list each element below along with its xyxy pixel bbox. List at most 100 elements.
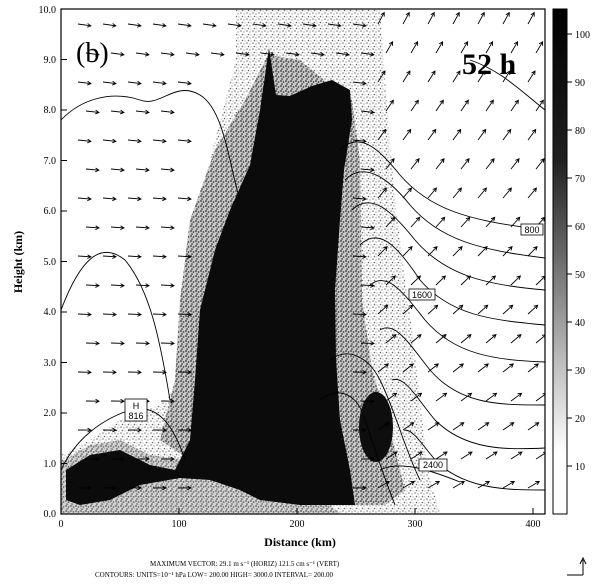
wind-vector-arrow [102, 80, 117, 86]
wind-vector-arrow [335, 51, 350, 57]
wind-vector-arrow [160, 51, 175, 57]
wind-vector-arrow [435, 451, 448, 460]
wind-vector-arrow [360, 109, 375, 115]
wind-vector-arrow [485, 158, 495, 170]
wind-vector-arrow [135, 167, 150, 173]
wind-vector-arrow [377, 70, 386, 83]
wind-vector-arrow [360, 283, 375, 288]
high-marker-value: 816 [128, 411, 143, 421]
wind-vector-arrow [377, 187, 387, 199]
colorbar: 10 20 30 40 50 60 70 80 90 100 [552, 8, 590, 515]
wind-vector-arrow [427, 187, 437, 199]
wind-vector-arrow [510, 158, 520, 170]
wind-vector-arrow [460, 451, 473, 460]
wind-vector-arrow [377, 128, 387, 141]
wind-vector-arrow [152, 196, 167, 202]
wind-vector-arrow [160, 398, 175, 404]
wind-vector-arrow [185, 51, 200, 57]
wind-vector-arrow [85, 398, 100, 404]
contour-label-text: 800 [524, 225, 539, 235]
wind-vector-arrow [77, 80, 92, 86]
wind-vector-arrow [110, 456, 125, 462]
wind-vector-arrow [177, 196, 192, 202]
y-tick-label: 4.0 [44, 307, 57, 318]
wind-vector-arrow [410, 451, 423, 460]
colorbar-tick-label: 80 [575, 126, 585, 137]
wind-vector-arrow [402, 187, 412, 199]
wind-vector-arrow [85, 167, 100, 173]
contour-label-1600: 1600 [408, 288, 436, 301]
wind-vector-arrow [377, 11, 385, 25]
wind-vector-arrow [152, 254, 167, 259]
wind-vector-arrow [502, 187, 512, 199]
wind-vector-arrow [127, 254, 142, 259]
wind-vector-arrow [402, 363, 414, 373]
wind-vector-arrow [410, 334, 422, 344]
wind-vector-arrow [177, 369, 192, 375]
wind-vector-arrow [435, 392, 448, 402]
wind-vectors [77, 11, 545, 491]
wind-vector-arrow [460, 392, 473, 402]
contour-label-2400: 2400 [418, 458, 448, 472]
wind-vector-arrow [477, 304, 489, 315]
wind-vector-arrow [510, 275, 522, 286]
high-marker: H 816 [124, 398, 148, 422]
y-tick-label: 2.0 [44, 408, 57, 419]
reference-vector [567, 556, 587, 576]
wind-vector-arrow [410, 99, 419, 112]
wind-vector-arrow [452, 304, 464, 315]
y-tick-label: 10.0 [39, 5, 57, 16]
wind-vector-arrow [77, 196, 92, 202]
wind-vector-arrow [452, 70, 461, 83]
wind-vector-arrow [177, 427, 192, 433]
wind-vector-arrow [110, 51, 125, 57]
x-tick-label: 100 [172, 519, 187, 530]
wind-vector-arrow [177, 485, 192, 491]
wind-vector-arrow [85, 456, 100, 462]
y-tick-label: 8.0 [44, 105, 57, 116]
wind-vector-arrow [377, 480, 391, 489]
y-tick-label: 6.0 [44, 206, 57, 217]
wind-vector-arrow [527, 187, 537, 199]
wind-vector-arrow [360, 398, 375, 404]
wind-vector-arrow [152, 369, 167, 375]
wind-vector-arrow [77, 485, 92, 491]
wind-vector-arrow [310, 51, 325, 57]
wind-vector-arrow [410, 158, 420, 170]
wind-vector-arrow [435, 275, 447, 286]
wind-vector-arrow [485, 451, 498, 460]
wind-vector-arrow [477, 70, 486, 83]
wind-vector-arrow [202, 23, 217, 28]
plot-area [61, 9, 545, 514]
wind-vector-arrow [102, 196, 117, 202]
wind-vector-arrow [377, 304, 389, 315]
wind-vector-arrow [427, 70, 436, 83]
wind-vector-arrow [260, 51, 275, 57]
wind-vector-arrow [477, 422, 490, 431]
wind-vector-arrow [152, 485, 167, 491]
wind-vector-arrow [385, 451, 398, 460]
y-axis-label: Height (km) [11, 231, 25, 293]
wind-vector-arrow [110, 167, 125, 173]
wind-vector-arrow [177, 254, 192, 259]
wind-vector-arrow [502, 480, 516, 489]
wind-vector-arrow [77, 138, 92, 144]
wind-vector-arrow [352, 196, 367, 202]
wind-vector-arrow [460, 334, 472, 344]
wind-vector-arrow [435, 99, 444, 112]
colorbar-tick-label: 90 [575, 78, 585, 89]
wind-vector-arrow [510, 40, 519, 54]
wind-vector-arrow [477, 363, 489, 373]
colorbar-tick-label: 70 [575, 174, 585, 185]
wind-vector-arrow [110, 398, 125, 404]
wind-vector-arrow [527, 363, 539, 373]
wind-vector-arrow [252, 23, 267, 28]
wind-vector-arrow [427, 245, 438, 257]
wind-vector-arrow [102, 254, 117, 259]
wind-vector-arrow [352, 369, 367, 375]
wind-vector-arrow [435, 216, 446, 228]
wind-vector-arrow [360, 167, 375, 173]
y-tick-label: 3.0 [44, 358, 57, 369]
wind-vector-arrow [427, 304, 439, 315]
wind-vector-arrow [135, 109, 150, 115]
